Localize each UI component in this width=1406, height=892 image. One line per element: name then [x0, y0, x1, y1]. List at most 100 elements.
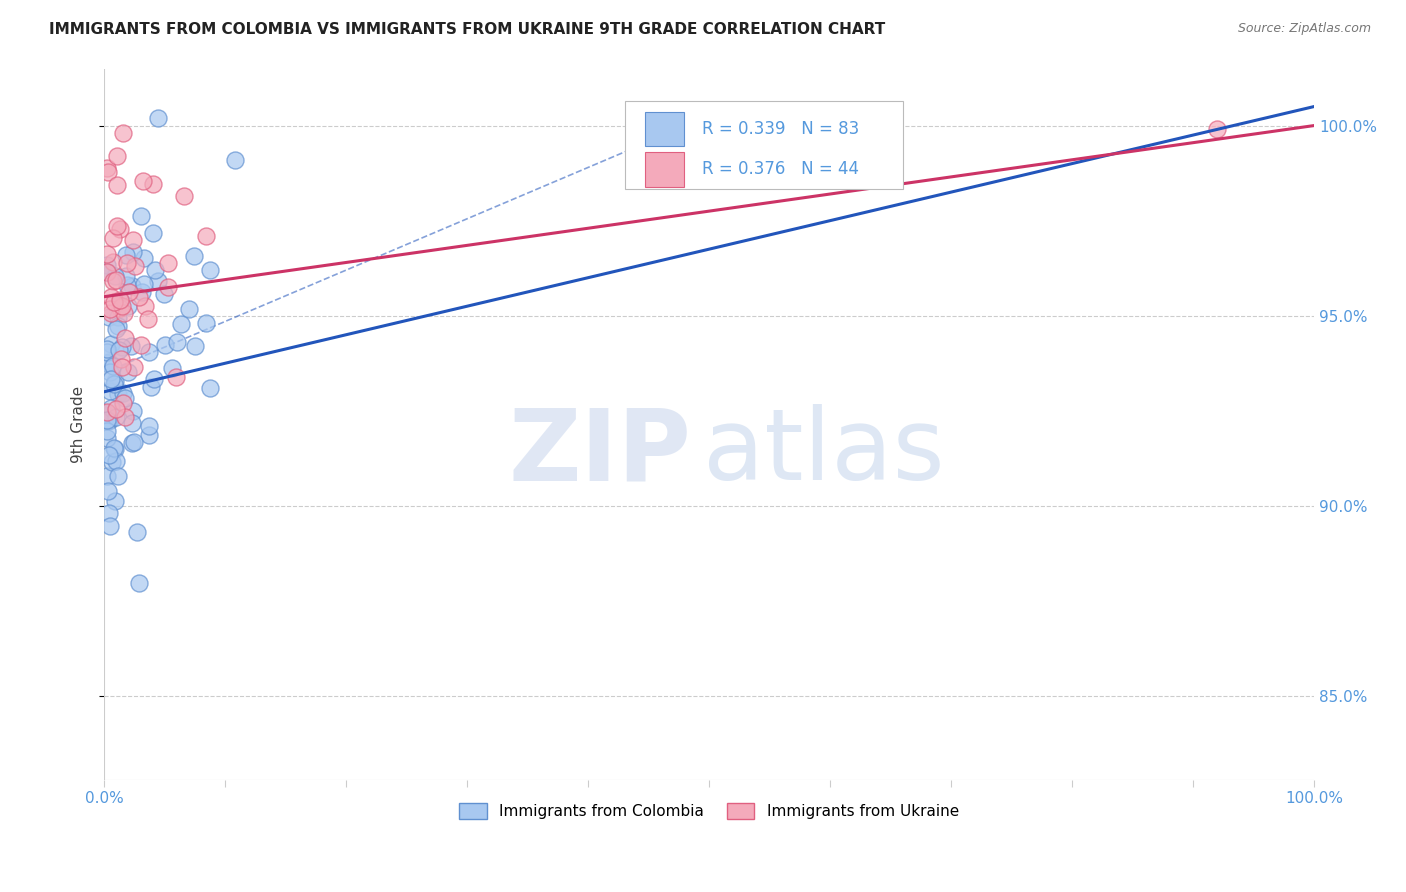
Point [173, 189, 195, 203]
Point [100, 519, 122, 533]
Point [157, 256, 180, 270]
Point [97, 506, 120, 520]
Point [96, 424, 118, 438]
Point [98, 413, 121, 427]
Point [170, 317, 193, 331]
Point [103, 295, 125, 310]
Point [96, 265, 118, 279]
Point [153, 337, 176, 351]
Point [100, 290, 122, 304]
Point [111, 386, 134, 401]
Point [195, 317, 218, 331]
Point [105, 149, 128, 163]
Point [96, 413, 118, 427]
Point [105, 219, 128, 233]
Point [121, 278, 143, 293]
Point [110, 294, 132, 309]
Point [108, 343, 131, 358]
Point [96, 356, 118, 370]
Text: atlas: atlas [703, 404, 945, 501]
Point [107, 318, 129, 333]
Point [103, 274, 125, 288]
FancyBboxPatch shape [645, 112, 683, 145]
Point [127, 524, 149, 539]
Text: Source: ZipAtlas.com: Source: ZipAtlas.com [1237, 22, 1371, 36]
Y-axis label: 9th Grade: 9th Grade [72, 385, 86, 463]
Point [165, 370, 187, 384]
Point [104, 453, 127, 467]
Point [120, 339, 142, 353]
Point [98, 310, 121, 325]
Point [110, 299, 132, 313]
Point [100, 455, 122, 469]
Point [118, 285, 141, 299]
Point [103, 441, 125, 455]
Point [194, 228, 217, 243]
Point [132, 277, 155, 291]
Point [111, 396, 134, 410]
Point [96, 409, 118, 423]
Point [115, 256, 138, 270]
Point [100, 336, 122, 351]
Point [100, 384, 122, 399]
Point [96, 265, 118, 279]
Point [97, 165, 120, 179]
Point [142, 226, 165, 240]
Point [145, 262, 167, 277]
Point [103, 376, 125, 391]
Point [122, 359, 145, 374]
Point [104, 268, 127, 283]
Point [96, 405, 118, 419]
Point [200, 263, 222, 277]
Point [105, 322, 128, 336]
Point [121, 233, 143, 247]
FancyBboxPatch shape [645, 153, 683, 186]
Point [122, 404, 145, 418]
Point [98, 355, 121, 369]
Point [96, 161, 118, 175]
Point [105, 178, 128, 192]
Point [97, 448, 120, 462]
Point [142, 177, 165, 191]
Point [96, 344, 118, 359]
Point [112, 305, 135, 319]
Point [104, 493, 127, 508]
Text: R = 0.339   N = 83: R = 0.339 N = 83 [702, 120, 859, 137]
Text: ZIP: ZIP [508, 404, 690, 501]
Point [148, 111, 170, 125]
Point [96, 258, 118, 272]
Point [100, 301, 122, 316]
Point [179, 301, 201, 316]
Point [98, 365, 121, 379]
Point [111, 340, 134, 354]
Point [138, 419, 160, 434]
Point [162, 361, 184, 376]
Point [121, 435, 143, 450]
Point [108, 222, 131, 236]
Point [128, 576, 150, 591]
Point [131, 285, 153, 300]
Point [129, 337, 152, 351]
Point [117, 365, 139, 379]
Point [134, 251, 156, 265]
Point [153, 287, 176, 301]
Point [224, 153, 246, 167]
Point [121, 416, 143, 430]
Point [134, 299, 156, 313]
Point [96, 469, 118, 483]
Point [107, 310, 129, 325]
Point [146, 274, 169, 288]
Point [101, 254, 124, 268]
Point [110, 293, 132, 307]
Point [111, 126, 134, 140]
Point [100, 306, 122, 320]
Point [103, 359, 125, 373]
Point [114, 331, 136, 345]
Point [139, 379, 162, 393]
Point [124, 260, 146, 274]
Point [96, 406, 118, 420]
Point [96, 431, 118, 445]
Point [105, 273, 128, 287]
Point [184, 339, 207, 353]
FancyBboxPatch shape [624, 101, 903, 189]
